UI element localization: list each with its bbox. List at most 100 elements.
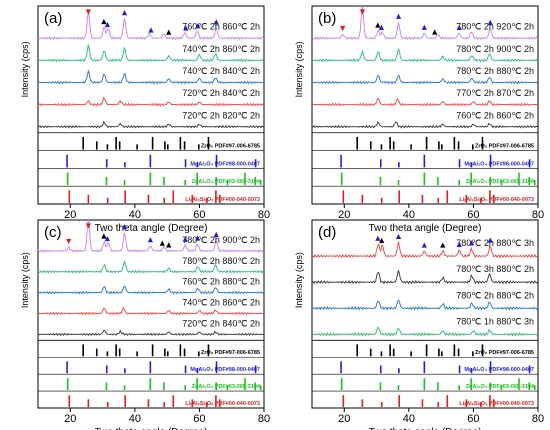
pattern-line <box>37 260 265 274</box>
series-label: 780℃ 1h 880℃ 3h <box>456 316 534 326</box>
pattern-line <box>311 299 539 311</box>
phase-marker <box>101 18 107 25</box>
series-label: 780℃ 2h 880℃ 2h <box>182 256 260 266</box>
x-tick-label: 40 <box>129 413 141 425</box>
phase-marker <box>375 22 381 28</box>
y-axis-label: Intensity (cps) <box>20 41 30 97</box>
reference-label: ZrO₂ PDF#97-006-6785 <box>201 144 260 150</box>
pattern-line <box>37 306 265 316</box>
x-tick-label: 80 <box>532 413 544 425</box>
plot-frame <box>37 219 265 409</box>
phase-marker <box>85 223 91 229</box>
reference-label: MgAl₂O₄ PDF#98-000-0407 <box>464 367 534 373</box>
phase-marker <box>121 223 128 230</box>
phase-marker <box>147 237 153 243</box>
phase-marker <box>456 241 462 247</box>
pattern-line <box>311 48 539 63</box>
pattern-line <box>311 6 539 41</box>
panel-a: (a) 720℃ 2h 820℃ 2h 720℃ 2h 840℃ 2h 740℃ 2h… <box>20 5 270 234</box>
panel-label: (b) <box>318 10 336 27</box>
x-tick-label: 80 <box>258 413 270 425</box>
phase-marker <box>195 23 201 29</box>
x-axis-label: Two theta angle (Degree) <box>369 223 482 234</box>
pattern-line <box>311 97 539 107</box>
reference-label: MgAl₂O₄ PDF#98-000-0407 <box>190 161 260 167</box>
pattern-line <box>311 75 539 85</box>
pattern-line <box>37 44 265 63</box>
phase-marker <box>487 237 493 243</box>
reference-label: ZnAl₂O₄ PDF#03-065-3104 <box>466 179 535 185</box>
x-tick-label: 20 <box>338 209 350 221</box>
series-label: 760℃ 2h 880℃ 2h <box>182 277 260 287</box>
series-label: 720℃ 2h 840℃ 2h <box>182 88 260 98</box>
phase-marker <box>213 19 219 25</box>
reference-label: ZrO₂ PDF#97-006-6785 <box>475 350 534 356</box>
series-label: 780℃ 2h 880℃ 3h <box>456 238 534 248</box>
pattern-line <box>37 69 265 85</box>
phase-marker <box>183 25 189 31</box>
x-tick-label: 80 <box>258 209 270 221</box>
reference-label: ZnAl₂O₄ PDF#03-065-3104 <box>192 179 261 185</box>
phase-marker <box>159 240 165 246</box>
series-label: 760℃ 2h 860℃ 2h <box>182 22 260 32</box>
pattern-line <box>311 241 539 259</box>
panel-c: (c) 720℃ 2h 840℃ 2h 740℃ 2h 860℃ 2h 760℃ 2h… <box>20 218 270 430</box>
x-tick-label: 60 <box>193 413 205 425</box>
pattern-line <box>37 120 265 129</box>
phase-marker <box>487 19 493 26</box>
phase-marker <box>340 25 346 32</box>
phase-marker <box>104 21 111 28</box>
phase-marker <box>104 235 111 242</box>
series-label: 780℃ 2h 900℃ 2h <box>182 235 260 245</box>
pattern-line <box>37 10 265 41</box>
phase-marker <box>379 237 385 244</box>
phase-marker <box>101 233 107 239</box>
series-label: 780℃ 2h 880℃ 2h <box>456 290 534 300</box>
x-tick-label: 20 <box>64 413 76 425</box>
phase-marker <box>148 27 154 33</box>
series-label: 740℃ 2h 840℃ 2h <box>182 66 260 76</box>
x-tick-label: 80 <box>532 209 544 221</box>
pattern-line <box>311 269 539 285</box>
phase-marker <box>375 235 381 241</box>
x-tick-label: 60 <box>467 209 479 221</box>
panel-label: (a) <box>44 10 62 27</box>
pattern-line <box>37 96 265 107</box>
series-label: 740℃ 2h 860℃ 2h <box>182 298 260 308</box>
phase-marker <box>468 240 475 246</box>
x-tick-label: 20 <box>338 413 350 425</box>
pattern-line <box>311 326 539 337</box>
phase-marker <box>166 242 172 248</box>
series-label: 780℃ 2h 880℃ 2h <box>456 66 534 76</box>
phase-marker <box>194 235 201 241</box>
pattern-line <box>37 285 265 295</box>
series-label: 720℃ 2h 840℃ 2h <box>182 318 260 328</box>
x-tick-label: 40 <box>129 209 141 221</box>
phase-marker <box>432 29 438 35</box>
series-label: 720℃ 2h 820℃ 2h <box>182 110 260 120</box>
x-axis-label: Two theta angle (Degree) <box>369 427 482 430</box>
reference-label: ZnAl₂O₄ PDF#03-065-3104 <box>466 384 535 390</box>
x-tick-label: 40 <box>403 413 415 425</box>
phase-marker <box>378 24 385 30</box>
series-label: 770℃ 2h 870℃ 2h <box>456 88 534 98</box>
panel-b: (b) 760℃ 2h 860℃ 2h 770℃ 2h 870℃ 2h 780℃ 2h… <box>294 5 544 234</box>
panel-d: (d) 780℃ 1h 880℃ 3h 780℃ 2h 880℃ 2h 780℃ 3h… <box>294 219 544 430</box>
phase-marker <box>395 13 402 19</box>
reference-label: LiₓAlₓSiₓOₓ PDF#00-040-0073 <box>185 401 260 407</box>
pattern-line <box>37 218 265 253</box>
phase-marker <box>182 236 188 242</box>
y-axis-label: Intensity (cps) <box>20 252 30 308</box>
panel-label: (d) <box>318 224 336 241</box>
reference-label: LiₓAlₓSiₓOₓ PDF#00-040-0073 <box>185 197 260 203</box>
plot-frame <box>311 219 539 409</box>
series-label: 780℃ 2h 900℃ 2h <box>456 44 534 54</box>
phase-marker <box>440 242 446 248</box>
phase-marker <box>166 29 172 35</box>
reference-label: LiₓAlₓSiₓOₓ PDF#00-040-0073 <box>459 401 534 407</box>
x-axis-label: Two theta angle (Degree) <box>95 427 208 430</box>
series-label: 780℃ 2h 920℃ 2h <box>456 22 534 32</box>
phase-marker <box>395 233 402 240</box>
x-tick-label: 60 <box>467 413 479 425</box>
